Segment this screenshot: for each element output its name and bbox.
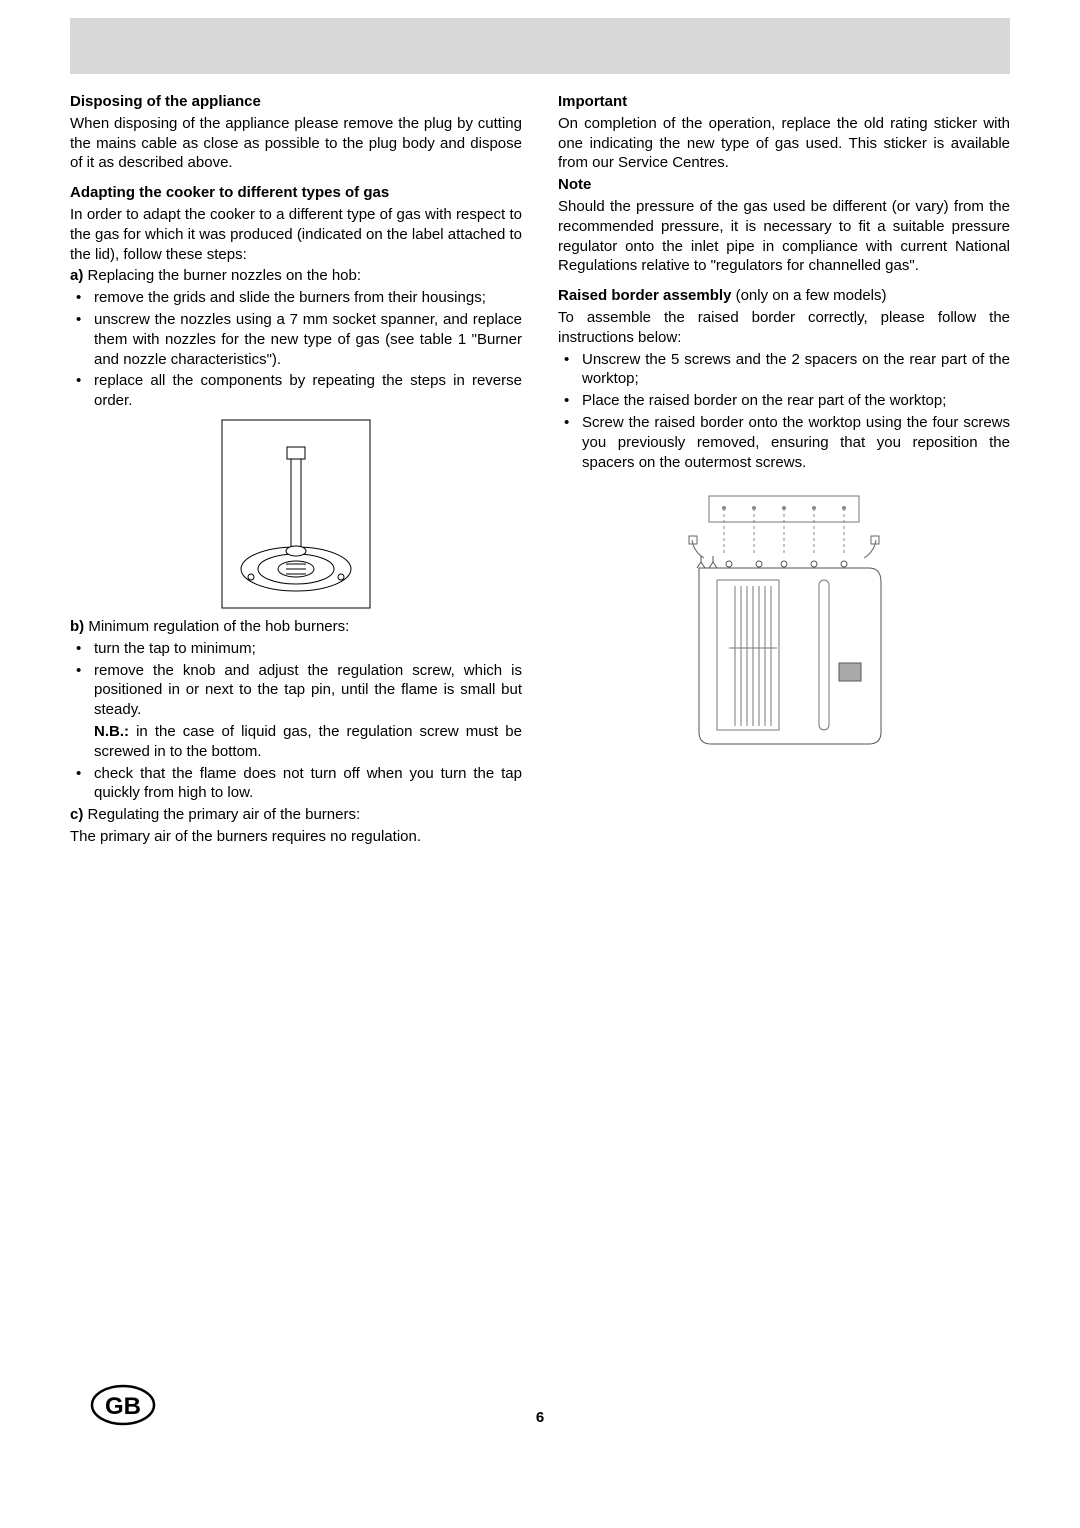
step-a-list: remove the grids and slide the burners f… (70, 288, 522, 411)
list-item: remove the grids and slide the burners f… (70, 288, 522, 308)
step-a: a) Replacing the burner nozzles on the h… (70, 266, 522, 286)
step-b-label: b) (70, 618, 84, 635)
step-a-text: Replacing the burner nozzles on the hob: (88, 267, 362, 284)
page: Disposing of the appliance When disposin… (0, 18, 1080, 1450)
gb-badge: GB (90, 1384, 156, 1426)
adapting-heading: Adapting the cooker to different types o… (70, 183, 522, 203)
important-paragraph: On completion of the operation, replace … (558, 114, 1010, 173)
note-heading: Note (558, 175, 1010, 195)
disposing-paragraph: When disposing of the appliance please r… (70, 114, 522, 173)
raised-border-paren: (only on a few models) (731, 287, 886, 304)
list-item: Screw the raised border onto the worktop… (558, 413, 1010, 472)
step-c: c) Regulating the primary air of the bur… (70, 805, 522, 825)
list-item: replace all the components by repeating … (70, 371, 522, 411)
list-item: turn the tap to minimum; (70, 639, 522, 659)
raised-border-list: Unscrew the 5 screws and the 2 spacers o… (558, 350, 1010, 473)
list-item: unscrew the nozzles using a 7 mm socket … (70, 310, 522, 369)
list-item: Unscrew the 5 screws and the 2 spacers o… (558, 350, 1010, 390)
gb-badge-text: GB (105, 1393, 141, 1420)
right-column: Important On completion of the operation… (558, 92, 1010, 849)
step-c-text: Regulating the primary air of the burner… (88, 806, 361, 823)
burner-figure (221, 419, 371, 609)
worktop-figure (669, 488, 899, 748)
step-b-list: turn the tap to minimum; remove the knob… (70, 639, 522, 720)
left-column: Disposing of the appliance When disposin… (70, 92, 522, 849)
step-b: b) Minimum regulation of the hob burners… (70, 617, 522, 637)
list-item: remove the knob and adjust the regulatio… (70, 661, 522, 720)
step-a-label: a) (70, 267, 83, 284)
raised-border-heading-line: Raised border assembly (only on a few mo… (558, 286, 1010, 306)
adapting-paragraph: In order to adapt the cooker to a differ… (70, 205, 522, 264)
list-item: Place the raised border on the rear part… (558, 391, 1010, 411)
note-paragraph: Should the pressure of the gas used be d… (558, 197, 1010, 276)
page-number: 6 (0, 1409, 1080, 1450)
nb-text: in the case of liquid gas, the regulatio… (94, 723, 522, 760)
list-item: check that the flame does not turn off w… (70, 764, 522, 804)
step-b-list-2: check that the flame does not turn off w… (70, 764, 522, 804)
step-c-paragraph: The primary air of the burners requires … (70, 827, 522, 847)
step-c-label: c) (70, 806, 83, 823)
step-b-text: Minimum regulation of the hob burners: (88, 618, 349, 635)
content-columns: Disposing of the appliance When disposin… (0, 74, 1080, 849)
header-bar (70, 18, 1010, 74)
raised-border-paragraph: To assemble the raised border correctly,… (558, 308, 1010, 348)
important-heading: Important (558, 92, 1010, 112)
disposing-heading: Disposing of the appliance (70, 92, 522, 112)
nb-note: N.B.: in the case of liquid gas, the reg… (70, 722, 522, 762)
raised-border-heading: Raised border assembly (558, 287, 731, 304)
nb-label: N.B.: (94, 723, 129, 740)
